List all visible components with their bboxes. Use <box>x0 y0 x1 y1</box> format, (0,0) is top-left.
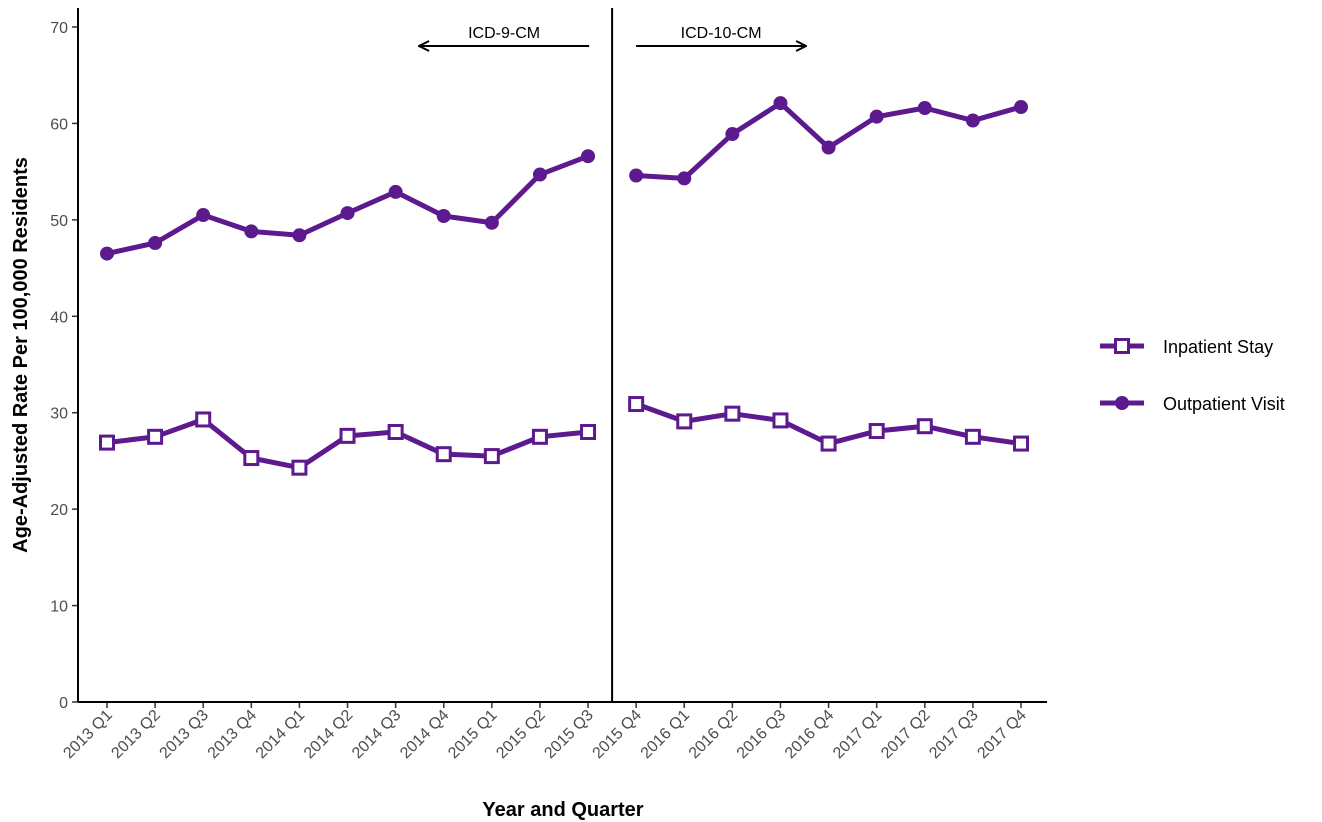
data-point <box>820 435 837 452</box>
x-tick-label: 2013 Q1 <box>60 707 115 762</box>
x-tick-label: 2017 Q4 <box>974 707 1029 762</box>
x-tick-label: 2014 Q3 <box>349 707 404 762</box>
data-point <box>677 171 692 186</box>
data-point <box>243 450 260 467</box>
legend: Inpatient Stay Outpatient Visit <box>1100 337 1285 414</box>
x-tick-label: 2014 Q1 <box>253 707 308 762</box>
annotation-label: ICD-10-CM <box>681 25 762 42</box>
data-point <box>725 127 740 142</box>
data-point <box>100 246 114 261</box>
data-point <box>99 434 115 451</box>
data-point <box>532 167 547 182</box>
x-tick-label: 2017 Q3 <box>926 707 981 762</box>
annotation-label: ICD-9-CM <box>468 25 540 42</box>
data-point <box>531 428 548 445</box>
y-tick-label: 10 <box>50 599 68 616</box>
data-point <box>387 424 404 440</box>
y-tick-label: 40 <box>50 309 68 326</box>
x-tick-label: 2013 Q4 <box>205 707 260 762</box>
y-tick-label: 0 <box>59 695 68 712</box>
data-point <box>964 428 981 445</box>
x-tick-label: 2016 Q2 <box>686 707 741 762</box>
data-point <box>772 412 789 429</box>
y-tick-label: 20 <box>50 502 68 519</box>
x-tick-label: 2017 Q2 <box>878 707 933 762</box>
series-1 <box>100 96 1028 261</box>
data-point <box>821 140 836 155</box>
data-point <box>868 423 885 440</box>
x-tick-label: 2013 Q3 <box>157 707 212 762</box>
x-tick-label: 2015 Q4 <box>590 707 645 762</box>
data-point <box>244 224 259 239</box>
data-point <box>483 448 500 465</box>
data-point <box>147 428 164 445</box>
data-point <box>292 228 307 243</box>
data-point <box>965 113 980 128</box>
data-point <box>340 206 355 221</box>
data-point <box>1013 435 1029 452</box>
data-point <box>869 109 884 124</box>
data-point <box>339 427 356 444</box>
y-tick-label: 70 <box>50 20 68 37</box>
x-axis-title: Year and Quarter <box>482 799 643 821</box>
x-tick-label: 2015 Q1 <box>445 707 500 762</box>
legend-item: Inpatient Stay <box>1100 337 1273 357</box>
data-point <box>629 168 644 183</box>
y-axis-ticks: 0 10 20 30 40 50 60 70 <box>50 20 78 712</box>
series-layer <box>99 96 1029 476</box>
data-point <box>196 208 211 223</box>
y-tick-label: 50 <box>50 213 68 230</box>
annotation-layer: ICD-9-CM ICD-10-CM <box>419 25 806 46</box>
data-point <box>1014 100 1028 115</box>
x-tick-label: 2016 Q1 <box>638 707 693 762</box>
x-tick-label: 2015 Q2 <box>493 707 548 762</box>
x-tick-label: 2014 Q4 <box>397 707 452 762</box>
y-axis-title: Age-Adjusted Rate Per 100,000 Residents <box>10 157 32 553</box>
data-point <box>917 101 932 115</box>
data-point <box>724 405 741 422</box>
data-point <box>628 396 645 413</box>
legend-key-marker <box>1114 338 1130 354</box>
x-tick-label: 2013 Q2 <box>109 707 164 762</box>
y-tick-label: 60 <box>50 116 68 133</box>
data-point <box>148 236 163 250</box>
x-tick-label: 2017 Q1 <box>830 707 885 762</box>
y-tick-label: 30 <box>50 406 68 423</box>
legend-label: Inpatient Stay <box>1163 337 1273 357</box>
legend-item: Outpatient Visit <box>1100 394 1285 414</box>
x-tick-label: 2014 Q2 <box>301 707 356 762</box>
x-tick-label: 2016 Q4 <box>782 707 837 762</box>
legend-key-marker <box>1115 396 1129 410</box>
legend-label: Outpatient Visit <box>1163 394 1285 414</box>
data-point <box>484 215 499 230</box>
data-point <box>580 424 597 440</box>
series-0 <box>99 396 1029 476</box>
data-point <box>195 411 212 428</box>
data-point <box>291 459 308 476</box>
data-point <box>436 209 451 223</box>
x-tick-label: 2015 Q3 <box>541 707 596 762</box>
x-tick-label: 2016 Q3 <box>734 707 789 762</box>
data-point <box>773 96 788 111</box>
data-point <box>581 149 596 164</box>
data-point <box>388 184 403 199</box>
series-line <box>104 153 591 257</box>
data-point <box>676 413 693 430</box>
data-point <box>916 418 933 435</box>
data-point <box>435 446 452 463</box>
